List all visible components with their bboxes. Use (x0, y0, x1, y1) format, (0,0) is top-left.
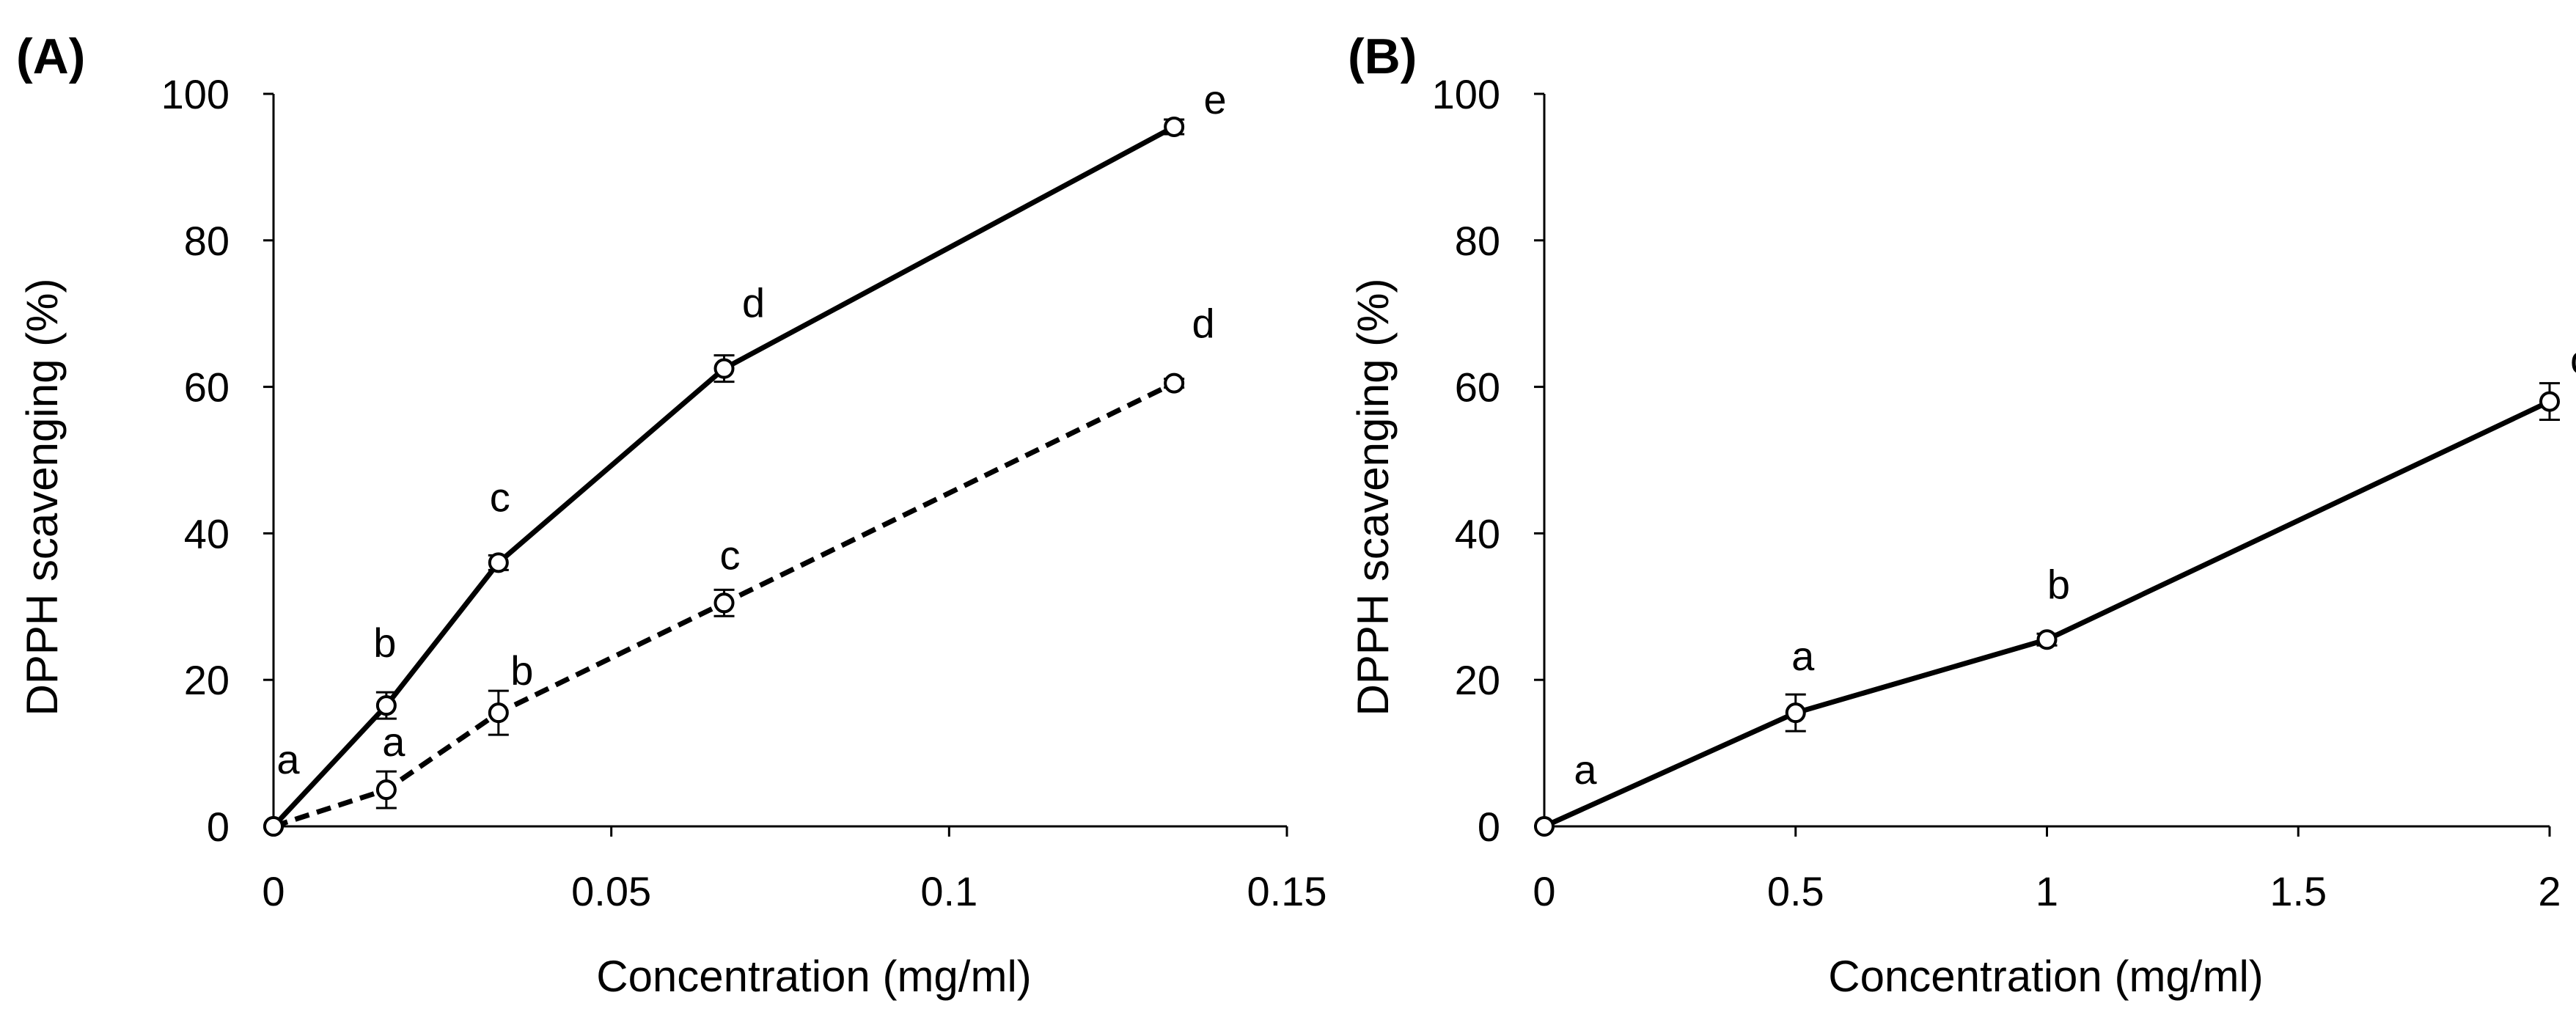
y-tick-label: 100 (1432, 71, 1500, 117)
y-tick-label: 60 (184, 364, 230, 411)
x-tick-label: 0 (262, 868, 285, 914)
y-axis-title-b: DPPH scavenging (%) (1348, 279, 1398, 716)
x-tick-label: 0 (1533, 868, 1555, 914)
plot-area-a: 0 20 40 60 80 100 0 0.05 0.1 0.15 a b c d e a b c d (161, 71, 1327, 914)
data-point-solid (1164, 116, 1185, 137)
x-tick-label: 0.15 (1247, 868, 1327, 914)
significance-label: c (2570, 337, 2576, 383)
x-tick-label: 0.05 (571, 868, 651, 914)
significance-label: b (510, 647, 533, 694)
y-tick-label: 20 (184, 657, 230, 703)
data-point-dashed (263, 816, 284, 837)
data-point-dashed (375, 779, 397, 801)
significance-label: a (276, 736, 300, 782)
x-tick-label: 1 (2036, 868, 2058, 914)
y-tick-label: 100 (161, 71, 230, 117)
x-tick-label: 1.5 (2269, 868, 2327, 914)
y-tick-label: 0 (207, 804, 230, 850)
significance-label: e (1204, 76, 1227, 122)
data-point-dashed (1164, 372, 1185, 394)
y-tick-label: 20 (1455, 657, 1500, 703)
data-point-solid (713, 358, 735, 379)
significance-label: a (382, 719, 406, 765)
y-tick-label: 80 (184, 218, 230, 264)
data-point-solid (2036, 629, 2058, 650)
significance-label: d (742, 280, 765, 326)
data-point-dashed (713, 592, 735, 614)
y-tick-label: 60 (1455, 364, 1500, 411)
significance-label: c (490, 474, 510, 520)
y-tick-label: 40 (184, 510, 230, 557)
x-tick-label: 0.1 (920, 868, 977, 914)
significance-label: a (1791, 633, 1815, 679)
significance-label: a (1574, 746, 1597, 793)
x-axis-title-a: Concentration (mg/ml) (596, 952, 1032, 1001)
y-tick-label: 0 (1478, 804, 1500, 850)
panel-a: (A) DPPH scavenging (%) Concentration (m… (16, 29, 1327, 1001)
panel-label-a: (A) (16, 29, 85, 84)
data-point-solid (488, 552, 509, 573)
x-axis-title-b: Concentration (mg/ml) (1828, 952, 2264, 1001)
series-line-solid (1543, 399, 2551, 829)
y-axis-title-a: DPPH scavenging (%) (18, 279, 67, 716)
data-point-solid (2539, 391, 2560, 412)
significance-label: b (2047, 561, 2070, 607)
data-point-dashed (488, 702, 509, 724)
panel-label-b: (B) (1348, 29, 1417, 84)
significance-label: b (373, 620, 396, 666)
significance-label: d (1192, 301, 1215, 347)
plot-area-b: 0 20 40 60 80 100 0 0.5 1 1.5 2 a a b c (1432, 71, 2576, 914)
x-tick-label: 2 (2538, 868, 2561, 914)
data-point-solid (1785, 702, 1806, 724)
y-tick-label: 80 (1455, 218, 1500, 264)
y-tick-label: 40 (1455, 510, 1500, 557)
panel-b: (B) DPPH scavenging (%) Concentration (m… (1348, 29, 2576, 1001)
x-tick-label: 0.5 (1767, 868, 1824, 914)
data-point-solid (1534, 816, 1555, 837)
significance-label: c (720, 532, 741, 578)
data-point-solid (375, 695, 397, 716)
